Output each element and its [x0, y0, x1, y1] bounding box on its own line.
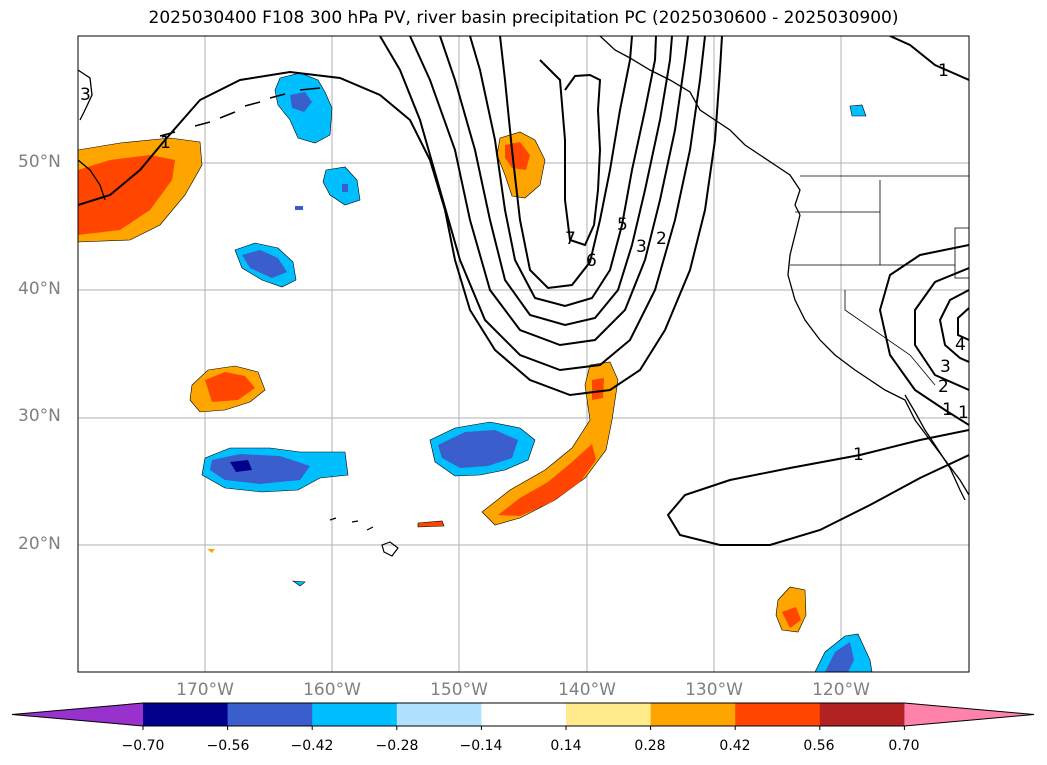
positive-anomaly-nw-core — [78, 155, 175, 235]
alaska-coast — [599, 36, 801, 216]
colorbar-segment — [312, 703, 398, 726]
negative-anomaly-5-peak — [230, 460, 252, 472]
positive-anomaly-6-core — [782, 607, 801, 628]
colorbar-segment — [227, 703, 313, 726]
precip-shading — [78, 72, 873, 672]
colorbar-segment — [735, 703, 821, 726]
colorbar-tick-label: −0.42 — [290, 738, 334, 754]
negative-anomaly-2 — [322, 166, 361, 206]
aleutian-islands — [159, 87, 321, 137]
contour-label: 1 — [853, 445, 864, 465]
colorbar-segment — [396, 703, 482, 726]
colorbar-tick-label: −0.70 — [121, 738, 165, 754]
contour-label: 1 — [160, 133, 171, 153]
contour-label: 5 — [617, 215, 628, 235]
contour-4 — [439, 36, 673, 327]
contour-label: 2 — [656, 229, 667, 249]
lon-label-120w: 120°W — [812, 680, 870, 700]
positive-anomaly-2-core — [205, 372, 255, 402]
positive-anomaly-7 — [207, 549, 215, 553]
contour-label: 3 — [636, 237, 647, 257]
colorbar-segment — [566, 703, 652, 726]
contour-labels: 1 1 3 7 6 5 3 2 1 1 3 2 1 4 — [80, 61, 969, 465]
lon-label-170w: 170°W — [176, 680, 234, 700]
contour-ne-1 — [889, 36, 969, 81]
negative-anomaly-8 — [849, 104, 867, 117]
colorbar-segment — [481, 703, 567, 726]
contour-2 — [379, 36, 706, 372]
colorbar-tick-label: −0.28 — [375, 738, 419, 754]
contour-1-outer — [78, 36, 723, 397]
colorbar-tick-label: 0.14 — [550, 738, 582, 754]
coastlines — [78, 36, 969, 557]
positive-anomaly-3-top — [592, 378, 604, 400]
positive-anomaly-4 — [417, 520, 445, 528]
colorbar-tick-label: 0.42 — [719, 738, 751, 754]
map-title: 2025030400 F108 300 hPa PV, river basin … — [148, 8, 899, 28]
colorbar — [11, 702, 1035, 730]
negative-anomaly-9 — [291, 580, 306, 587]
hawaii-islands — [329, 517, 399, 557]
contour-6 — [499, 36, 633, 290]
colorbar-segment — [650, 703, 736, 726]
gridlines — [78, 36, 969, 672]
lat-label-40n: 40°N — [18, 279, 61, 299]
colorbar-extend-min — [12, 703, 143, 726]
contour-5 — [469, 36, 657, 308]
contour-label: 2 — [938, 377, 949, 397]
negative-anomaly-6-core — [438, 430, 518, 468]
baja-coast — [904, 394, 966, 501]
kamchatka-coast — [78, 69, 106, 201]
contour-label: 1 — [938, 61, 949, 81]
political-boundaries — [790, 175, 969, 386]
colorbar-tick-label: 0.56 — [803, 738, 835, 754]
contour-7 — [539, 59, 602, 247]
lon-label-160w: 160°W — [303, 680, 361, 700]
west-coast — [787, 214, 969, 496]
contour-label: 3 — [80, 85, 91, 105]
colorbar-tick-label: 0.70 — [888, 738, 920, 754]
contour-east-3 — [938, 289, 969, 363]
colorbar-tick-label: −0.56 — [206, 738, 250, 754]
negative-anomaly-4-core — [242, 250, 287, 278]
lon-label-150w: 150°W — [430, 680, 488, 700]
contour-label: 4 — [955, 335, 966, 355]
contour-label: 1 — [958, 403, 969, 423]
positive-anomaly-3-core — [498, 444, 596, 516]
negative-anomaly-7-core — [825, 642, 854, 672]
lat-label-50n: 50°N — [18, 152, 61, 172]
contour-east-2 — [914, 267, 969, 391]
negative-anomaly-3 — [295, 206, 303, 210]
colorbar-tick-label: −0.14 — [459, 738, 503, 754]
negative-anomaly-2-core — [342, 184, 348, 192]
contour-label: 1 — [942, 400, 953, 420]
lat-label-30n: 30°N — [18, 406, 61, 426]
colorbar-tick-label: 0.28 — [634, 738, 666, 754]
lon-label-140w: 140°W — [558, 680, 616, 700]
colorbar-segment — [819, 703, 905, 726]
map-panel — [78, 36, 969, 672]
contour-label: 6 — [586, 251, 597, 271]
contour-label: 3 — [940, 357, 951, 377]
contour-label: 7 — [565, 229, 576, 249]
pv-contours — [78, 36, 969, 546]
contour-3 — [409, 36, 689, 347]
colorbar-segment — [143, 703, 229, 726]
contour-subtropical-1 — [666, 429, 969, 546]
contour-east-4 — [957, 307, 969, 341]
lat-label-20n: 20°N — [18, 534, 61, 554]
map-frame — [77, 35, 970, 673]
colorbar-extend-max — [904, 703, 1034, 726]
negative-anomaly-1-core — [290, 92, 312, 112]
state-lines — [790, 180, 969, 386]
lon-label-130w: 130°W — [685, 680, 743, 700]
contour-east-1 — [878, 244, 969, 426]
